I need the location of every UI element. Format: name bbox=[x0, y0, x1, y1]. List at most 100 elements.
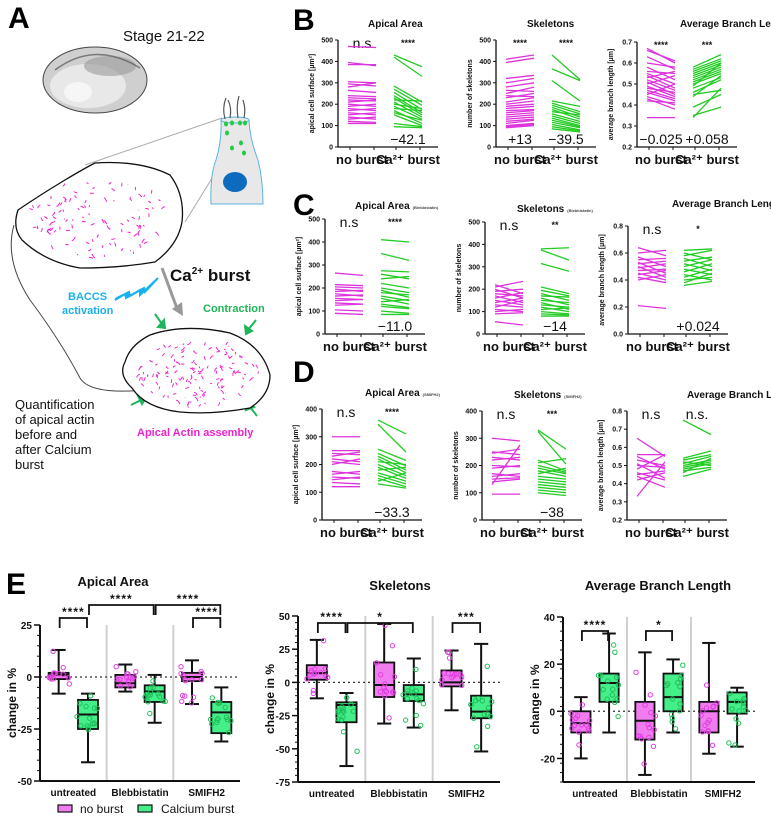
data-point bbox=[439, 677, 445, 683]
paired-line-ca-burst bbox=[537, 470, 567, 478]
paired-line-no-burst bbox=[347, 81, 377, 84]
actin-filament bbox=[65, 219, 68, 222]
data-point bbox=[614, 696, 620, 702]
data-point bbox=[382, 681, 388, 687]
y-tick-label: 0 bbox=[476, 332, 480, 339]
data-point bbox=[569, 717, 575, 723]
actin-filament bbox=[176, 399, 181, 405]
data-point bbox=[453, 671, 460, 677]
y-tick-label: 500 bbox=[321, 38, 333, 45]
paired-line-ca-burst bbox=[692, 70, 722, 83]
box-iqr bbox=[373, 661, 396, 698]
paired-line-no-burst bbox=[494, 312, 524, 315]
actin-filament bbox=[126, 219, 130, 222]
y-tick-label: 100 bbox=[465, 490, 477, 497]
box-no-burst bbox=[439, 649, 465, 712]
data-point bbox=[87, 715, 93, 721]
data-point bbox=[133, 669, 139, 675]
paired-line-no-burst bbox=[646, 70, 676, 79]
data-point bbox=[147, 692, 153, 698]
significance-bracket: **** bbox=[88, 592, 155, 615]
paired-line-ca-burst bbox=[683, 256, 713, 262]
paired-line-no-burst bbox=[646, 81, 676, 96]
paired-line-ca-burst bbox=[682, 457, 712, 474]
actin-filament bbox=[120, 248, 124, 251]
paired-line-no-burst bbox=[646, 62, 676, 68]
data-point bbox=[586, 725, 592, 732]
paired-line-ca-burst bbox=[683, 259, 713, 268]
paired-line-no-burst bbox=[505, 100, 535, 105]
actin-filament bbox=[73, 191, 78, 194]
data-point bbox=[228, 718, 234, 724]
significance-label: **** bbox=[559, 38, 574, 48]
y-tick-label: 0.5 bbox=[612, 463, 622, 470]
actin-filament bbox=[192, 371, 196, 373]
delta-label: +0.058 bbox=[685, 131, 728, 147]
paired-line-ca-burst bbox=[551, 68, 581, 82]
data-point bbox=[91, 705, 98, 711]
data-point bbox=[743, 707, 749, 714]
actin-filament bbox=[157, 371, 160, 375]
paired-line-no-burst bbox=[347, 112, 377, 116]
data-point bbox=[311, 671, 317, 677]
data-point bbox=[710, 703, 716, 710]
y-tick-label: 400 bbox=[479, 59, 491, 66]
data-point bbox=[209, 695, 216, 701]
actin-filament bbox=[182, 343, 185, 346]
actin-filament bbox=[201, 375, 204, 380]
data-point bbox=[651, 727, 657, 733]
actin-filament bbox=[239, 355, 243, 359]
actin-filament bbox=[199, 368, 204, 373]
data-point bbox=[215, 700, 222, 706]
actin-filament bbox=[152, 373, 155, 378]
data-point bbox=[311, 670, 318, 676]
data-point bbox=[646, 725, 652, 731]
paired-line-ca-burst bbox=[380, 305, 410, 310]
actin-filament bbox=[167, 395, 169, 399]
data-point bbox=[129, 676, 136, 682]
paired-line-no-burst bbox=[637, 257, 667, 261]
y-tick-label: 0.2 bbox=[612, 518, 622, 525]
data-point bbox=[124, 671, 130, 677]
actin-filament bbox=[143, 241, 148, 245]
paired-line-ca-burst bbox=[692, 106, 722, 117]
actin-filament bbox=[71, 224, 73, 229]
actin-filament bbox=[209, 355, 214, 359]
box-no-burst bbox=[113, 663, 139, 693]
panel-letter-b: B bbox=[293, 4, 315, 37]
y-tick-label: 0.3 bbox=[612, 499, 622, 506]
actin-filament bbox=[156, 348, 161, 350]
actin-filament bbox=[69, 197, 72, 203]
paired-line-no-burst bbox=[334, 303, 364, 306]
x-category-label: no burst bbox=[480, 525, 533, 540]
y-tick-label: 40 bbox=[544, 613, 556, 624]
box-no-burst bbox=[373, 622, 398, 725]
actin-filament bbox=[143, 377, 146, 382]
actin-filament bbox=[51, 211, 56, 216]
data-point bbox=[595, 672, 602, 679]
data-point bbox=[574, 713, 581, 719]
chart-C-avg-branch-length: Average Branch Length(Blebbistatin) 0.0 0.… bbox=[599, 199, 771, 354]
data-point bbox=[214, 699, 221, 706]
actin-filament bbox=[139, 365, 143, 368]
data-point bbox=[648, 709, 654, 716]
actin-filament bbox=[203, 393, 205, 398]
x-category-label: Ca²⁺ burst bbox=[666, 339, 731, 354]
actin-filament bbox=[234, 370, 240, 374]
y-tick-label: 400 bbox=[465, 409, 477, 416]
paired-line-no-burst bbox=[646, 56, 676, 70]
data-point bbox=[377, 689, 384, 695]
actin-filament bbox=[185, 378, 188, 382]
panel-letter-c: C bbox=[293, 189, 315, 222]
box-calcium-burst bbox=[142, 673, 168, 724]
paired-line-no-burst bbox=[646, 79, 676, 91]
actin-filament bbox=[165, 371, 169, 374]
quant-line: of apical actin bbox=[15, 412, 95, 427]
actin-filament bbox=[113, 200, 115, 202]
data-point bbox=[182, 693, 188, 699]
paired-line-ca-burst bbox=[540, 310, 570, 315]
actin-filament bbox=[166, 375, 169, 378]
paired-line-no-burst bbox=[636, 461, 666, 497]
data-point bbox=[382, 693, 388, 699]
data-point bbox=[638, 736, 645, 742]
